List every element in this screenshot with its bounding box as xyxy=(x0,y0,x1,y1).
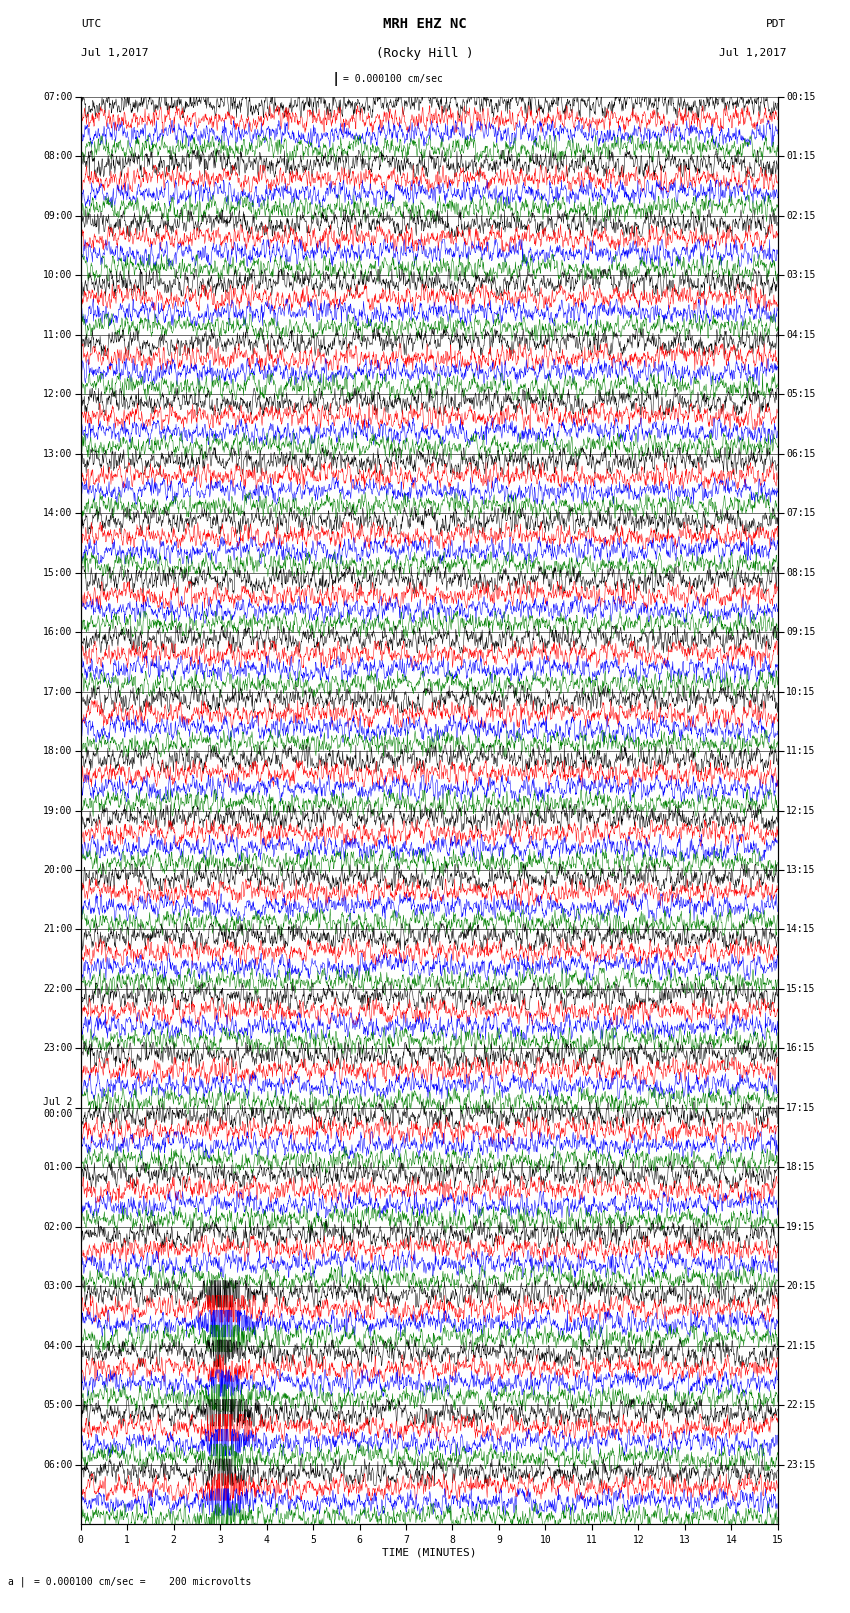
Text: PDT: PDT xyxy=(766,19,786,29)
Text: a |: a | xyxy=(8,1576,26,1587)
Text: UTC: UTC xyxy=(81,19,101,29)
Text: = 0.000100 cm/sec: = 0.000100 cm/sec xyxy=(343,74,442,84)
Text: Jul 1,2017: Jul 1,2017 xyxy=(719,48,786,58)
Text: (Rocky Hill ): (Rocky Hill ) xyxy=(377,47,473,60)
X-axis label: TIME (MINUTES): TIME (MINUTES) xyxy=(382,1547,477,1558)
Text: |: | xyxy=(332,73,340,87)
Text: MRH EHZ NC: MRH EHZ NC xyxy=(383,18,467,31)
Text: Jul 1,2017: Jul 1,2017 xyxy=(81,48,148,58)
Text: = 0.000100 cm/sec =    200 microvolts: = 0.000100 cm/sec = 200 microvolts xyxy=(34,1578,252,1587)
